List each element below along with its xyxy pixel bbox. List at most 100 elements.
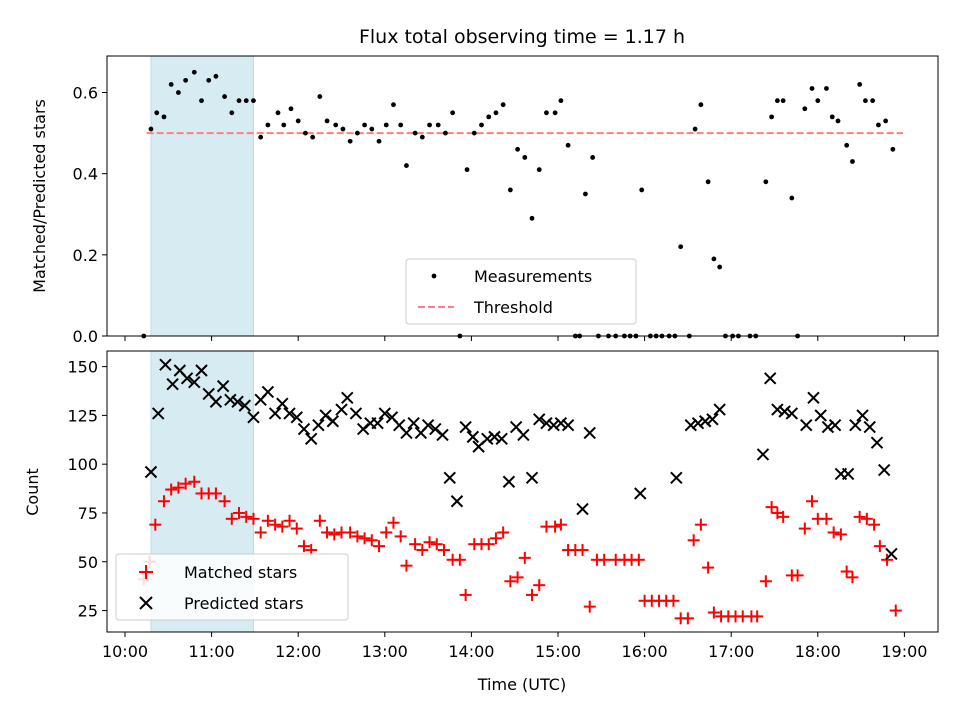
top-panel: 0.0 0.2 0.4 0.6 Matched/Predicted stars Mea… <box>30 55 939 346</box>
measurement-point <box>857 82 863 87</box>
matched-stars-point <box>218 495 231 508</box>
measurement-point <box>419 134 425 140</box>
predicted-stars-point <box>151 407 165 420</box>
matched-stars-point <box>868 518 881 531</box>
measurement-point <box>763 179 769 185</box>
measurement-point <box>369 126 375 132</box>
matched-stars-point <box>283 514 296 527</box>
measurement-point <box>809 86 815 91</box>
legend-label-measurements: Measurements <box>474 267 592 286</box>
predicted-stars-point <box>326 415 340 428</box>
matched-stars-point <box>394 530 407 543</box>
x-tick-label: 12:00 <box>275 642 321 661</box>
chart-title: Flux total observing time = 1.17 h <box>359 26 685 48</box>
matched-stars-point <box>497 526 510 539</box>
matched-stars-point <box>380 526 393 539</box>
predicted-stars-point <box>706 413 719 426</box>
y-tick-label: 150 <box>67 358 98 377</box>
matched-stars-point <box>233 506 246 519</box>
measurement-point <box>404 163 409 168</box>
measurement-point <box>340 126 346 132</box>
predicted-stars-point <box>576 502 589 516</box>
x-axis-label: Time (UTC) <box>477 675 566 694</box>
measurement-point <box>295 118 301 124</box>
predicted-stars-point <box>209 395 223 408</box>
measurement-point <box>544 110 549 116</box>
x-tick-label: 19:00 <box>881 642 927 661</box>
predicted-stars-point <box>341 391 354 405</box>
measurement-point <box>251 98 256 104</box>
matched-stars-point <box>518 551 531 564</box>
predicted-stars-point <box>691 416 705 430</box>
measurement-point <box>692 126 698 132</box>
predicted-stars-point <box>488 430 501 444</box>
measurement-point <box>450 110 456 116</box>
matched-stars-point <box>344 526 357 539</box>
predicted-stars-point <box>814 409 827 422</box>
predicted-stars-point <box>856 409 869 422</box>
matched-stars-point <box>511 571 524 584</box>
measurement-point <box>789 195 795 201</box>
measurement-point <box>500 102 506 108</box>
legend-marker-measurements <box>431 273 437 279</box>
x-tick-label: 13:00 <box>362 642 408 661</box>
measurement-point <box>471 130 477 136</box>
predicted-stars-point <box>517 428 530 442</box>
matched-stars-point <box>806 495 819 508</box>
matched-stars-point <box>798 522 811 535</box>
predicted-stars-point <box>785 407 799 420</box>
measurement-point <box>324 118 330 124</box>
measurement-point <box>507 187 513 193</box>
predicted-stars-point <box>304 432 318 446</box>
predicted-stars-point <box>261 385 275 399</box>
measurement-point <box>493 110 499 116</box>
x-tick-label: 16:00 <box>622 642 668 661</box>
bottom-legend: Matched stars Predicted stars <box>115 553 349 621</box>
legend-label-threshold: Threshold <box>473 298 553 317</box>
matched-stars-point <box>247 512 260 525</box>
x-tick-label: 10:00 <box>102 642 148 661</box>
matched-stars-point <box>489 532 502 545</box>
predicted-stars-point <box>290 411 303 424</box>
measurement-point <box>711 256 717 262</box>
matched-stars-point <box>873 540 886 553</box>
matched-stars-point <box>188 475 201 488</box>
legend-label-predicted-stars: Predicted stars <box>184 594 304 613</box>
x-tick-label: 11:00 <box>189 642 235 661</box>
matched-stars-point <box>276 520 289 533</box>
measurement-point <box>154 110 160 116</box>
matched-stars-point <box>846 571 859 584</box>
x-tick-label: 17:00 <box>708 642 754 661</box>
matched-stars-point <box>549 520 562 533</box>
matched-stars-point <box>254 526 267 539</box>
measurement-point <box>310 134 316 140</box>
matched-stars-point <box>430 538 443 551</box>
matched-stars-point <box>834 528 847 541</box>
measurement-point <box>243 98 249 104</box>
matched-stars-point <box>533 579 546 592</box>
bottom-panel: 25 50 75 100 125 150 10:00 11:00 12:00 13:00 14:0… <box>23 350 939 694</box>
matched-stars-point <box>526 588 539 601</box>
bottom-axes-frame <box>106 350 939 633</box>
predicted-stars-point <box>407 416 420 430</box>
matched-stars-point <box>172 481 185 494</box>
predicted-stars-point <box>771 403 784 416</box>
matched-stars-point <box>209 487 222 500</box>
measurement-point <box>863 98 868 104</box>
matched-stars-point <box>365 534 378 547</box>
matched-stars-point <box>791 569 804 582</box>
measurement-point <box>870 98 876 104</box>
legend-label-matched-stars: Matched stars <box>184 563 297 582</box>
matched-stars-point <box>702 561 715 574</box>
measurement-point <box>199 98 204 104</box>
predicted-stars-point <box>554 416 568 430</box>
matched-stars-point <box>149 518 162 531</box>
y-tick-label: 0.2 <box>73 246 98 265</box>
predicted-stars-point <box>841 467 855 481</box>
predicted-stars-point <box>684 418 697 432</box>
measurement-point <box>536 167 542 173</box>
predicted-stars-point <box>188 376 201 389</box>
measurement-point <box>529 215 535 221</box>
measurement-point <box>824 86 829 91</box>
